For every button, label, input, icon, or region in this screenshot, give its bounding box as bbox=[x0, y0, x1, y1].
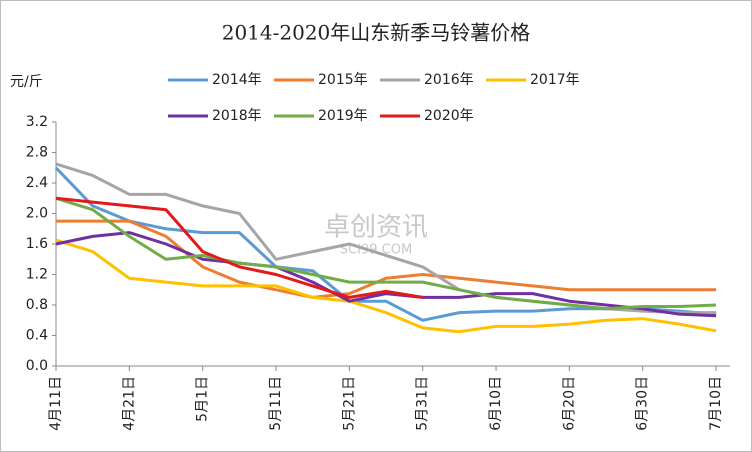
y-tick-label: 2.4 bbox=[26, 175, 48, 191]
watermark: 卓创资讯 bbox=[324, 213, 428, 243]
y-tick-label: 0.8 bbox=[26, 297, 48, 313]
x-tick-label: 6月10日 bbox=[488, 376, 504, 431]
x-tick-label: 7月10日 bbox=[708, 376, 724, 431]
series-line bbox=[55, 196, 423, 299]
x-tick-label: 5月31日 bbox=[415, 376, 431, 431]
legend-label: 2015年 bbox=[318, 72, 368, 88]
y-tick-label: 2.0 bbox=[26, 206, 48, 222]
legend-label: 2019年 bbox=[318, 108, 368, 124]
legend-label: 2017年 bbox=[530, 72, 580, 88]
series-line bbox=[55, 196, 717, 311]
x-tick-label: 5月11日 bbox=[268, 376, 284, 431]
x-tick-label: 5月1日 bbox=[195, 376, 211, 422]
series-line bbox=[55, 238, 717, 334]
legend-label: 2016年 bbox=[424, 72, 474, 88]
x-tick-label: 6月30日 bbox=[635, 376, 651, 431]
x-tick-label: 6月20日 bbox=[561, 376, 577, 431]
x-tick-label: 4月11日 bbox=[48, 376, 64, 431]
series-line bbox=[55, 231, 717, 318]
y-tick-label: 2.8 bbox=[26, 145, 48, 161]
series-line bbox=[56, 219, 717, 299]
y-tick-label: 0.4 bbox=[26, 328, 48, 344]
legend-label: 2020年 bbox=[424, 108, 474, 124]
x-tick-label: 5月21日 bbox=[341, 376, 357, 431]
y-tick-label: 1.6 bbox=[26, 236, 48, 252]
y-axis-label: 元/斤 bbox=[10, 74, 43, 90]
chart-title: 2014-2020年山东新季马铃薯价格 bbox=[222, 21, 531, 45]
x-tick-label: 4月21日 bbox=[121, 376, 137, 431]
y-tick-label: 1.2 bbox=[26, 267, 48, 283]
y-tick-label: 0.0 bbox=[26, 358, 48, 374]
legend-label: 2014年 bbox=[212, 72, 262, 88]
legend-label: 2018年 bbox=[212, 108, 262, 124]
y-tick-label: 3.2 bbox=[26, 114, 48, 130]
